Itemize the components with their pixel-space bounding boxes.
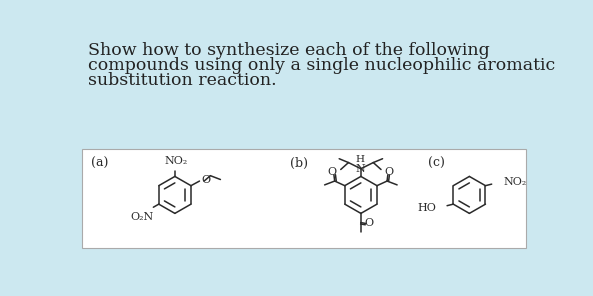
Text: NO₂: NO₂ <box>164 156 187 166</box>
Text: (b): (b) <box>289 157 308 170</box>
Text: (a): (a) <box>91 157 109 170</box>
Text: O: O <box>328 167 337 177</box>
Text: (c): (c) <box>428 157 445 170</box>
Text: H: H <box>356 155 365 164</box>
Text: O: O <box>202 175 211 185</box>
Text: substitution reaction.: substitution reaction. <box>88 73 277 89</box>
Text: O: O <box>385 167 394 177</box>
Text: N: N <box>355 165 365 175</box>
Text: Show how to synthesize each of the following: Show how to synthesize each of the follo… <box>88 42 490 59</box>
Text: O: O <box>364 218 373 229</box>
Text: O₂N: O₂N <box>130 212 154 222</box>
Text: compounds using only a single nucleophilic aromatic: compounds using only a single nucleophil… <box>88 57 555 74</box>
Text: NO₂: NO₂ <box>503 177 527 187</box>
Text: HO: HO <box>417 203 436 213</box>
FancyBboxPatch shape <box>82 149 526 248</box>
